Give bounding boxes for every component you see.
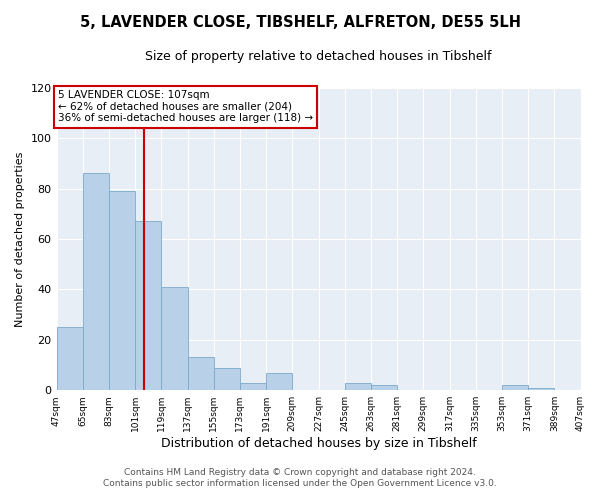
Bar [345, 382, 371, 390]
X-axis label: Distribution of detached houses by size in Tibshelf: Distribution of detached houses by size … [161, 437, 476, 450]
Text: 5, LAVENDER CLOSE, TIBSHELF, ALFRETON, DE55 5LH: 5, LAVENDER CLOSE, TIBSHELF, ALFRETON, D… [79, 15, 521, 30]
Bar [240, 382, 266, 390]
Y-axis label: Number of detached properties: Number of detached properties [15, 152, 25, 326]
Bar [161, 287, 188, 390]
Text: 5 LAVENDER CLOSE: 107sqm
← 62% of detached houses are smaller (204)
36% of semi-: 5 LAVENDER CLOSE: 107sqm ← 62% of detach… [58, 90, 313, 124]
Title: Size of property relative to detached houses in Tibshelf: Size of property relative to detached ho… [145, 50, 492, 63]
Bar [135, 222, 161, 390]
Bar [56, 327, 83, 390]
Bar [83, 174, 109, 390]
Bar [528, 388, 554, 390]
Bar [109, 191, 135, 390]
Bar [371, 385, 397, 390]
Bar [266, 372, 292, 390]
Bar [214, 368, 240, 390]
Text: Contains HM Land Registry data © Crown copyright and database right 2024.
Contai: Contains HM Land Registry data © Crown c… [103, 468, 497, 487]
Bar [502, 385, 528, 390]
Bar [188, 358, 214, 390]
